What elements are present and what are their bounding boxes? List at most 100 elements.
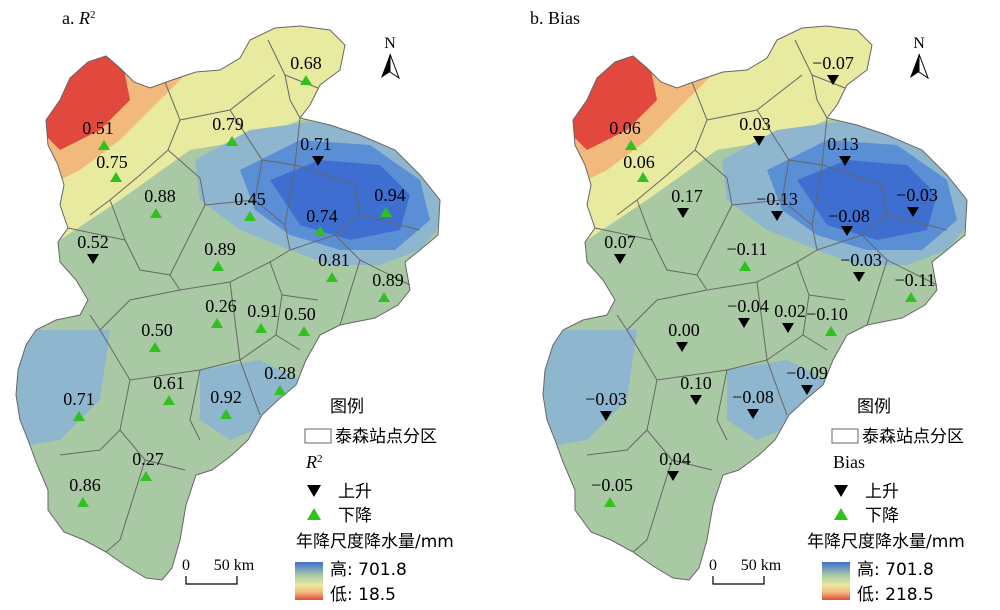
down-triangle-icon xyxy=(163,395,175,405)
site-marker: 0.79 xyxy=(212,114,244,146)
up-triangle-icon xyxy=(771,211,783,221)
down-triangle-icon xyxy=(825,326,837,336)
site-value-label: 0.68 xyxy=(290,53,322,73)
zone-swatch xyxy=(831,428,859,444)
site-value-label: 0.03 xyxy=(739,114,771,134)
site-value-label: 0.89 xyxy=(204,239,236,259)
site-marker: 0.71 xyxy=(300,134,332,166)
site-value-label: 0.51 xyxy=(82,118,114,138)
up-label: 上升 xyxy=(865,482,899,502)
site-value-label: 0.13 xyxy=(827,134,859,154)
site-marker: 0.51 xyxy=(82,118,114,150)
site-value-label: −0.04 xyxy=(727,296,769,316)
metric-label: Bias xyxy=(833,452,865,472)
site-marker: −0.10 xyxy=(806,304,848,336)
up-triangle-icon xyxy=(747,409,759,419)
site-marker: 0.13 xyxy=(827,134,859,166)
up-triangle-icon xyxy=(738,318,750,328)
legend: 图例 泰森站点分区 Bias 上升 下降 年降尺度降水量/mm 高: 701.8… xyxy=(807,397,965,605)
site-value-label: −0.11 xyxy=(727,239,768,259)
site-value-label: 0.94 xyxy=(374,185,406,205)
north-arrow: N xyxy=(910,35,930,80)
site-marker: 0.75 xyxy=(96,152,128,182)
site-marker: −0.03 xyxy=(840,250,882,282)
site-marker: 0.52 xyxy=(77,232,109,264)
north-arrow: N xyxy=(381,35,401,80)
up-triangle-icon xyxy=(667,471,679,481)
down-triangle-icon xyxy=(326,272,338,282)
precipitation-surface xyxy=(16,26,440,580)
site-marker: −0.11 xyxy=(727,239,768,271)
low-label: 低: 18.5 xyxy=(330,585,396,605)
down-marker-icon xyxy=(307,508,321,520)
zone-swatch xyxy=(304,428,332,444)
ramp-title: 年降尺度降水量/mm xyxy=(807,532,965,552)
site-marker: −0.13 xyxy=(756,189,798,221)
site-marker: 0.50 xyxy=(284,304,316,336)
site-marker: 0.88 xyxy=(144,186,176,218)
down-triangle-icon xyxy=(625,140,637,150)
up-triangle-icon xyxy=(907,207,919,217)
up-triangle-icon xyxy=(827,75,839,85)
down-triangle-icon xyxy=(637,172,649,182)
site-value-label: 0.10 xyxy=(680,373,712,393)
site-value-label: 0.89 xyxy=(372,270,404,290)
color-ramp xyxy=(822,562,850,600)
site-marker: −0.08 xyxy=(828,206,870,236)
site-marker: 0.27 xyxy=(132,449,164,481)
site-value-label: 0.88 xyxy=(144,186,176,206)
scale-bar-line xyxy=(712,576,765,585)
up-triangle-icon xyxy=(676,342,688,352)
down-triangle-icon xyxy=(226,136,238,146)
down-triangle-icon xyxy=(739,261,751,271)
up-marker-icon xyxy=(834,485,848,497)
low-label: 低: 218.5 xyxy=(857,585,934,605)
panel-a: a. R2 xyxy=(15,8,454,605)
site-value-label: −0.11 xyxy=(895,270,936,290)
site-value-label: 0.02 xyxy=(774,301,806,321)
site-marker: 0.92 xyxy=(210,387,242,419)
site-marker: −0.05 xyxy=(591,475,633,507)
up-triangle-icon xyxy=(841,226,853,236)
legend-heading: 图例 xyxy=(330,397,364,417)
down-triangle-icon xyxy=(98,140,110,150)
up-triangle-icon xyxy=(600,411,612,421)
site-value-label: −0.13 xyxy=(756,189,798,209)
site-value-label: −0.03 xyxy=(585,389,627,409)
site-value-label: −0.03 xyxy=(840,250,882,270)
scale-bar-line xyxy=(185,576,238,585)
scale-label: 50 km xyxy=(214,557,255,574)
site-marker: 0.06 xyxy=(609,118,641,150)
north-arrow-icon xyxy=(381,54,390,78)
metric-label: R2 xyxy=(305,452,323,472)
site-value-label: 0.27 xyxy=(132,449,164,469)
site-marker: 0.86 xyxy=(69,475,101,507)
site-marker: −0.07 xyxy=(812,53,854,85)
down-triangle-icon xyxy=(298,326,310,336)
site-marker: 0.89 xyxy=(372,270,404,302)
site-value-label: −0.03 xyxy=(896,185,938,205)
down-marker-icon xyxy=(834,508,848,520)
scale-label: 50 km xyxy=(741,557,782,574)
site-marker: 0.74 xyxy=(306,206,338,236)
site-value-label: 0.06 xyxy=(609,118,641,138)
down-triangle-icon xyxy=(149,342,161,352)
down-triangle-icon xyxy=(314,226,326,236)
down-triangle-icon xyxy=(220,409,232,419)
site-marker: −0.09 xyxy=(786,363,828,395)
down-triangle-icon xyxy=(140,471,152,481)
site-value-label: 0.00 xyxy=(668,320,700,340)
down-triangle-icon xyxy=(244,211,256,221)
site-value-label: 0.04 xyxy=(659,449,691,469)
site-value-label: 0.71 xyxy=(63,389,95,409)
site-marker: −0.11 xyxy=(895,270,936,302)
zone-label: 泰森站点分区 xyxy=(862,427,964,447)
up-triangle-icon xyxy=(753,136,765,146)
site-value-label: 0.61 xyxy=(153,373,185,393)
down-label: 下降 xyxy=(338,506,372,526)
up-triangle-icon xyxy=(782,323,794,333)
site-marker: −0.04 xyxy=(727,296,769,328)
down-triangle-icon xyxy=(77,497,89,507)
site-marker: 0.17 xyxy=(671,186,703,218)
